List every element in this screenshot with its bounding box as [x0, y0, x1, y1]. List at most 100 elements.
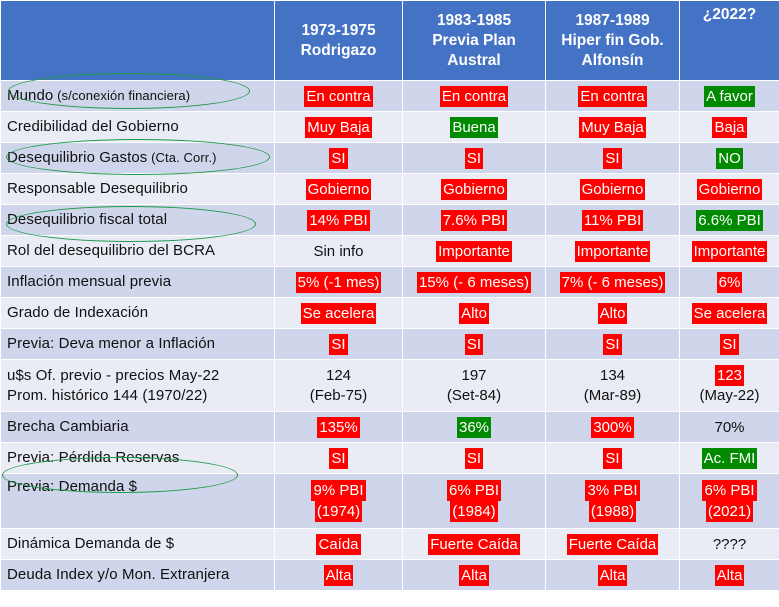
table-cell: Gobierno — [545, 173, 680, 205]
table-cell: Alto — [545, 297, 680, 329]
row-label: Previa: Pérdida Reservas — [0, 442, 275, 474]
row-label: Dinámica Demanda de $ — [0, 528, 275, 560]
table-cell: 9% PBI (1974) — [274, 473, 403, 529]
table-cell: 70% — [679, 411, 779, 443]
row-label-text: Responsable Desequilibrio — [7, 180, 188, 197]
value-chip: SI — [329, 333, 348, 355]
value-chip: (1988) — [588, 501, 637, 522]
table-cell: Alta — [545, 559, 680, 591]
value-chip: 6% — [716, 271, 743, 293]
row-label-text: Dinámica Demanda de $ — [7, 535, 175, 552]
table-cell: SI — [545, 442, 680, 474]
table-cell: 123 (May-22) — [679, 359, 779, 412]
table-cell: SI — [402, 142, 546, 174]
value-chip: Alta — [459, 564, 489, 586]
table-cell: 6% PBI (2021) — [679, 473, 779, 529]
comparison-table: 1973-1975 Rodrigazo 1983-1985 Previa Plan A… — [0, 0, 779, 591]
table-cell: Ac. FMI — [679, 442, 779, 474]
cell-date: (May-22) — [699, 387, 760, 404]
row-label: Inflación mensual previa — [0, 266, 275, 298]
table-cell: Buena — [402, 111, 546, 143]
header-1987: 1987-1989 Hiper fin Gob. Alfonsín — [545, 0, 680, 81]
value-chip: (1984) — [450, 501, 498, 522]
value-chip: 3% PBI — [585, 480, 640, 501]
value-chip: 135% — [317, 416, 360, 438]
value-chip: SI — [464, 333, 484, 355]
table-cell: 6.6% PBI — [679, 204, 779, 236]
table-cell: Fuerte Caída — [402, 528, 546, 560]
table-cell: 36% — [402, 411, 546, 443]
row-label-text: u$s Of. previo - precios May-22 — [7, 366, 220, 384]
table-cell: En contra — [274, 80, 403, 112]
value-chip: 36% — [456, 416, 492, 438]
value-chip: SI — [329, 447, 348, 469]
table-row: Previa: Deva menor a Inflación SI SI SI SI — [0, 328, 779, 360]
value-chip: NO — [716, 147, 743, 169]
table-cell: 3% PBI (1988) — [545, 473, 680, 529]
table-row: Grado de Indexación Se acelera Alto Alto Se … — [0, 297, 779, 329]
table-row: Inflación mensual previa 5% (-1 mes) 15% (… — [0, 266, 779, 298]
row-label: Desequilibrio Gastos (Cta. Corr.) — [0, 142, 275, 174]
value-chip: Alto — [459, 302, 489, 324]
table-cell: 197 (Set-84) — [402, 359, 546, 412]
table-row: Brecha Cambiaria 135% 36% 300% 70% — [0, 411, 779, 443]
value-chip: Ac. FMI — [701, 447, 758, 469]
value-chip: Sin info — [313, 242, 364, 260]
table-cell: Importante — [545, 235, 680, 267]
table-cell: 5% (-1 mes) — [274, 266, 403, 298]
row-label-text: Brecha Cambiaria — [7, 418, 129, 435]
table-row: Deuda Index y/o Mon. Extranjera Alta Alta A… — [0, 559, 779, 591]
value-chip: 124 — [325, 366, 352, 384]
table-cell: SI — [545, 142, 680, 174]
row-label: Credibilidad del Gobierno — [0, 111, 275, 143]
row-label-text: Previa: Pérdida Reservas — [7, 449, 180, 466]
table-cell: Muy Baja — [274, 111, 403, 143]
value-chip: Muy Baja — [579, 116, 646, 138]
row-label: Deuda Index y/o Mon. Extranjera — [0, 559, 275, 591]
value-chip: 6% PBI — [702, 480, 757, 501]
table-cell: 6% — [679, 266, 779, 298]
value-chip: Caída — [316, 533, 361, 555]
table-cell: Alto — [402, 297, 546, 329]
table-cell: 7% (- 6 meses) — [545, 266, 680, 298]
table-cell: SI — [274, 142, 403, 174]
value-chip: A favor — [704, 85, 755, 107]
table-cell: Alta — [679, 559, 779, 591]
header-corner — [0, 0, 275, 81]
value-chip: (1974) — [314, 501, 363, 522]
table-cell: En contra — [402, 80, 546, 112]
row-label-text: Credibilidad del Gobierno — [7, 118, 179, 135]
cell-date: (Mar-89) — [583, 386, 642, 404]
value-chip: Importante — [691, 240, 768, 262]
value-chip: 70% — [714, 418, 745, 436]
header-1983: 1983-1985 Previa Plan Austral — [402, 0, 546, 81]
value-chip: 9% PBI — [311, 480, 366, 501]
table-row: Credibilidad del Gobierno Muy Baja Buena Mu… — [0, 111, 779, 143]
table-cell: Importante — [402, 235, 546, 267]
table-row: Previa: Pérdida Reservas SI SI SI Ac. FMI — [0, 442, 779, 474]
cell-date: (Feb-75) — [309, 386, 368, 404]
value-chip: ???? — [712, 535, 747, 553]
row-label-text: Deuda Index y/o Mon. Extranjera — [7, 566, 230, 583]
value-chip: 6% PBI — [446, 480, 502, 501]
row-label-text: Previa: Demanda $ — [7, 478, 138, 495]
row-label: Brecha Cambiaria — [0, 411, 275, 443]
value-chip: Se acelera — [300, 302, 377, 324]
value-chip: 300% — [591, 416, 634, 438]
table-row: Desequilibrio fiscal total 14% PBI 7.6% PB… — [0, 204, 779, 236]
table-row: Responsable Desequilibrio Gobierno Gobiern… — [0, 173, 779, 205]
table-row: Desequilibrio Gastos (Cta. Corr.) SI SI SI N… — [0, 142, 779, 174]
table-cell: SI — [274, 328, 403, 360]
value-chip: Gobierno — [441, 178, 507, 200]
table-row: Mundo (s/conexión financiera) En contra En… — [0, 80, 779, 112]
row-label: u$s Of. previo - precios May-22 Prom. his… — [0, 359, 275, 412]
value-chip: SI — [603, 333, 622, 355]
table-cell: SI — [274, 442, 403, 474]
value-chip: Baja — [712, 116, 747, 138]
table-row: Dinámica Demanda de $ Caída Fuerte Caída Fu… — [0, 528, 779, 560]
value-chip: Gobierno — [579, 178, 646, 200]
value-chip: 123 — [714, 365, 745, 386]
value-chip: SI — [603, 447, 622, 469]
table-cell: ???? — [679, 528, 779, 560]
value-chip: 7.6% PBI — [440, 209, 508, 231]
